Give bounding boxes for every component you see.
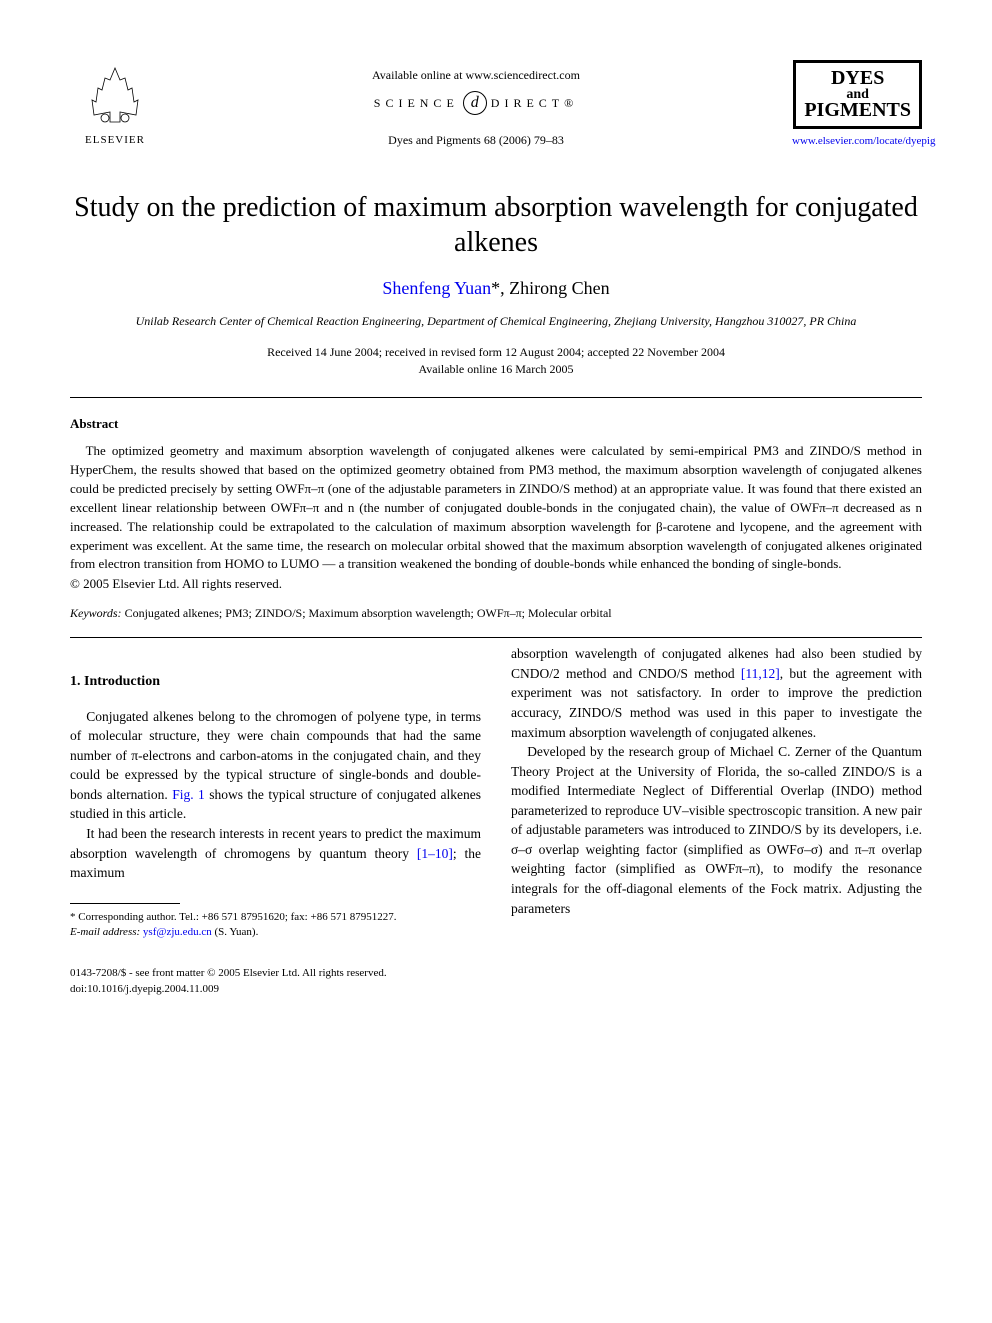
footer-line1: 0143-7208/$ - see front matter © 2005 El… — [70, 966, 922, 981]
column-left: 1. Introduction Conjugated alkenes belon… — [70, 644, 481, 940]
abstract-copyright: © 2005 Elsevier Ltd. All rights reserved… — [70, 576, 922, 592]
available-online-text: Available online at www.sciencedirect.co… — [160, 68, 792, 83]
abstract-text: The optimized geometry and maximum absor… — [70, 442, 922, 574]
page-footer: 0143-7208/$ - see front matter © 2005 El… — [70, 966, 922, 997]
science-text: SCIENCE — [374, 96, 459, 111]
email-link[interactable]: ysf@zju.edu.cn — [140, 926, 212, 938]
intro-para-2-cont: absorption wavelength of conjugated alke… — [511, 644, 922, 742]
author-sep: , — [500, 278, 509, 298]
email-label: E-mail address: — [70, 926, 140, 938]
science-direct-logo: SCIENCE d DIRECT® — [374, 91, 578, 115]
elsevier-tree-icon — [80, 60, 150, 130]
dates-line1: Received 14 June 2004; received in revis… — [70, 344, 922, 361]
elsevier-text: ELSEVIER — [85, 134, 145, 146]
elsevier-logo: ELSEVIER — [70, 60, 160, 160]
article-dates: Received 14 June 2004; received in revis… — [70, 344, 922, 378]
center-header: Available online at www.sciencedirect.co… — [160, 60, 792, 148]
journal-reference: Dyes and Pigments 68 (2006) 79–83 — [160, 133, 792, 148]
abstract-heading: Abstract — [70, 416, 922, 432]
corresponding-footnote: * Corresponding author. Tel.: +86 571 87… — [70, 910, 481, 925]
journal-logo-block: DYES and PIGMENTS www.elsevier.com/locat… — [792, 60, 922, 147]
keywords-label: Keywords: — [70, 606, 122, 620]
intro-para-3: Developed by the research group of Micha… — [511, 742, 922, 918]
journal-homepage-link[interactable]: www.elsevier.com/locate/dyepig — [792, 135, 922, 147]
column-right: absorption wavelength of conjugated alke… — [511, 644, 922, 940]
direct-text: DIRECT® — [491, 96, 578, 111]
sd-circle-icon: d — [463, 91, 487, 115]
rule-top — [70, 397, 922, 398]
intro-para-2: It had been the research interests in re… — [70, 824, 481, 883]
affiliation: Unilab Research Center of Chemical React… — [70, 313, 922, 330]
keywords-text: Conjugated alkenes; PM3; ZINDO/S; Maximu… — [122, 606, 612, 620]
footnote-separator — [70, 903, 180, 904]
intro-para-1: Conjugated alkenes belong to the chromog… — [70, 707, 481, 824]
journal-logo-line3: PIGMENTS — [804, 101, 911, 120]
header-row: ELSEVIER Available online at www.science… — [70, 60, 922, 160]
fig1-link[interactable]: Fig. 1 — [172, 787, 205, 802]
ref-1-10-link[interactable]: [1–10] — [417, 846, 453, 861]
footer-line2: doi:10.1016/j.dyepig.2004.11.009 — [70, 982, 922, 997]
article-title: Study on the prediction of maximum absor… — [70, 190, 922, 260]
email-suffix: (S. Yuan). — [212, 926, 259, 938]
corresponding-marker: * — [491, 278, 500, 298]
rule-bottom — [70, 637, 922, 638]
section-1-heading: 1. Introduction — [70, 672, 481, 692]
author-1[interactable]: Shenfeng Yuan — [382, 278, 491, 298]
dates-line2: Available online 16 March 2005 — [70, 361, 922, 378]
author-2: Zhirong Chen — [509, 278, 610, 298]
journal-logo-line1: DYES — [804, 69, 911, 88]
body-columns: 1. Introduction Conjugated alkenes belon… — [70, 644, 922, 940]
authors-line: Shenfeng Yuan*, Zhirong Chen — [70, 278, 922, 299]
email-footnote: E-mail address: ysf@zju.edu.cn (S. Yuan)… — [70, 925, 481, 940]
journal-logo-box: DYES and PIGMENTS — [793, 60, 922, 129]
keywords-line: Keywords: Conjugated alkenes; PM3; ZINDO… — [70, 606, 922, 621]
ref-11-12-link[interactable]: [11,12] — [741, 666, 780, 681]
